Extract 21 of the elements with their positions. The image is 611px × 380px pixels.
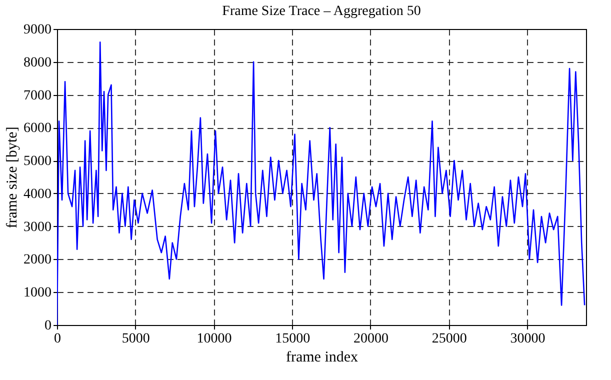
x-tick-label: 10000: [196, 332, 232, 346]
y-axis-title: frame size [byte]: [4, 126, 20, 228]
y-tick-label: 9000: [24, 22, 52, 38]
x-tick-label: 25000: [432, 332, 467, 346]
y-tick-label: 0: [44, 318, 52, 334]
y-tick-label: 2000: [24, 252, 52, 268]
x-axis-title: frame index: [286, 350, 359, 366]
x-tick-label: 0: [54, 332, 61, 346]
y-tick-label: 6000: [24, 121, 52, 136]
x-tick-label: 15000: [275, 332, 310, 346]
chart-title: Frame Size Trace – Aggregation 50: [222, 4, 421, 19]
line-series: [57, 42, 586, 325]
x-tick-label: 20000: [353, 332, 388, 346]
x-tick-label: 30000: [510, 332, 546, 346]
y-tick-label: 1000: [24, 286, 52, 301]
y-tick-label: 4000: [24, 186, 52, 202]
y-tick-label: 7000: [24, 88, 52, 104]
y-tick-label: 5000: [24, 154, 52, 170]
y-tick-label: 3000: [24, 220, 52, 235]
y-tick-label: 8000: [24, 55, 52, 70]
x-tick-label: 5000: [122, 332, 150, 346]
